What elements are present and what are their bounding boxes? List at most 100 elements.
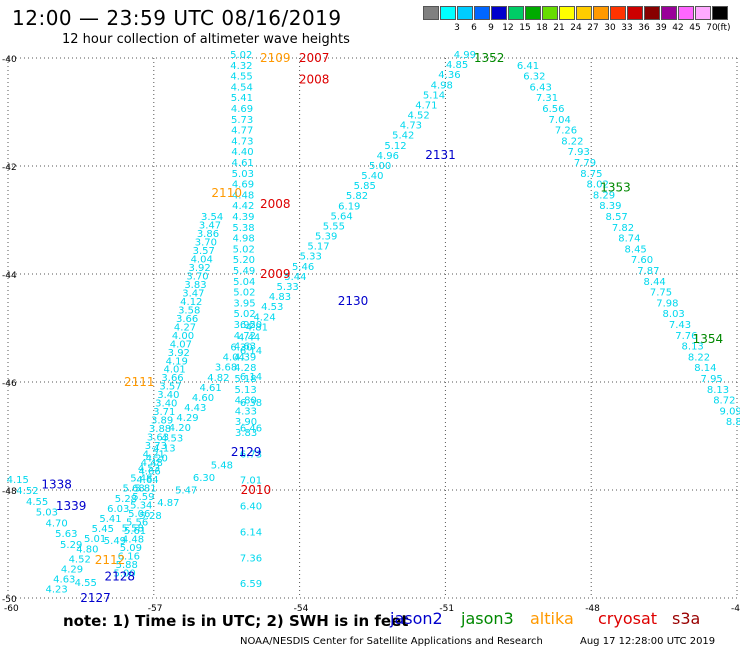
pass-label: 2008 xyxy=(299,73,330,87)
swh-value: 4.73 xyxy=(231,136,253,147)
swh-value: 7.75 xyxy=(650,288,672,299)
swh-value: 4.42 xyxy=(232,201,254,212)
lat-tick-label: -46 xyxy=(2,379,17,389)
scale-label: 12 xyxy=(502,23,514,33)
swh-value: 4.53 xyxy=(261,302,283,313)
swh-value: 5.64 xyxy=(330,211,352,222)
swh-value: 3.66 xyxy=(161,373,183,384)
swh-value: 4.24 xyxy=(253,312,275,323)
swh-value: 5.47 xyxy=(175,486,197,497)
swh-value: 7.93 xyxy=(568,147,590,158)
swh-value: 4.29 xyxy=(61,564,83,575)
pass-label: 2110 xyxy=(211,186,242,200)
page-subtitle: 12 hour collection of altimeter wave hei… xyxy=(62,32,350,47)
swh-value: 6.14 xyxy=(240,346,262,357)
swh-value: 4.04 xyxy=(223,353,245,364)
swh-value: 7.98 xyxy=(656,298,678,309)
swh-value: 4.52 xyxy=(69,554,91,565)
swh-value: 8.13 xyxy=(682,342,704,353)
swh-value: 8.45 xyxy=(625,244,647,255)
swh-value: 6.43 xyxy=(530,82,552,93)
swh-value: 4.54 xyxy=(231,82,253,93)
swh-value: 5.29 xyxy=(60,540,82,551)
scale-swatch xyxy=(661,6,677,20)
swh-value: 5.49 xyxy=(233,266,255,277)
scale-swatch xyxy=(457,6,473,20)
scale-swatch xyxy=(440,6,456,20)
swh-value: 5.28 xyxy=(139,511,161,522)
scale-label: 24 xyxy=(570,23,582,33)
swh-value: 4.44 xyxy=(238,332,260,343)
swh-value: 4.07 xyxy=(170,339,192,350)
swh-value: 4.48 xyxy=(232,190,254,201)
swh-value: 5.12 xyxy=(384,141,406,152)
scale-label: 39 xyxy=(655,23,667,33)
swh-value: 5.02 xyxy=(230,50,252,61)
legend-jason2: jason2 xyxy=(390,609,443,628)
swh-value: 4.85 xyxy=(446,60,468,71)
pass-label: 2130 xyxy=(338,294,369,308)
swh-value: 4.70 xyxy=(45,518,67,529)
scale-swatch xyxy=(576,6,592,20)
swh-value: 5.13 xyxy=(234,385,256,396)
scale-label: 27 xyxy=(587,23,599,33)
swh-value: 5.02 xyxy=(233,309,255,320)
swh-value: 3.86 xyxy=(197,229,219,240)
swh-value: 4.69 xyxy=(232,180,254,191)
swh-value: 4.43 xyxy=(184,403,206,414)
pass-label: 2127 xyxy=(80,591,111,605)
lat-tick-label: -40 xyxy=(2,55,17,65)
swh-value: 4.23 xyxy=(45,585,67,596)
swh-value: 3.92 xyxy=(168,348,190,359)
pass-label: 2009 xyxy=(260,267,291,281)
swh-value: 8.02 xyxy=(587,180,609,191)
pass-label: 1354 xyxy=(693,332,724,346)
swh-value: 4.73 xyxy=(400,121,422,132)
swh-value: 5.44 xyxy=(284,272,306,283)
lon-tick-label: -48 xyxy=(585,604,600,614)
swh-value: 5.03 xyxy=(232,169,254,180)
swh-value: 8.14 xyxy=(694,363,716,374)
swh-value: 4.27 xyxy=(174,322,196,333)
swh-value: 3.88 xyxy=(149,424,171,435)
swh-value: 5.18 xyxy=(234,374,256,385)
swh-value: 3.40 xyxy=(157,390,179,401)
scale-unit: (ft) xyxy=(717,23,731,33)
swh-value: 6.73 xyxy=(240,450,262,461)
swh-value: 4.20 xyxy=(169,423,191,434)
swh-value: 3.40 xyxy=(155,399,177,410)
scale-label: 18 xyxy=(536,23,548,33)
pass-label: 2128 xyxy=(105,569,136,583)
swh-value: 5.56 xyxy=(126,517,148,528)
swh-value: 7.60 xyxy=(631,255,653,266)
swh-value: 4.01 xyxy=(163,365,185,376)
swh-value: 4.69 xyxy=(231,104,253,115)
pass-label: 1338 xyxy=(41,478,72,492)
swh-value: 8.29 xyxy=(593,190,615,201)
pass-label: 1353 xyxy=(600,181,631,195)
swh-value: 4.00 xyxy=(172,331,194,342)
swh-value: 5.46 xyxy=(292,262,314,273)
scale-swatch xyxy=(508,6,524,20)
swh-value: 5.42 xyxy=(392,131,414,142)
swh-value: 8.13 xyxy=(707,385,729,396)
swh-value: 4.80 xyxy=(235,396,257,407)
swh-value: 5.28 xyxy=(115,494,137,505)
scale-swatch xyxy=(491,6,507,20)
swh-value: 5.82 xyxy=(346,191,368,202)
swh-value: 4.40 xyxy=(231,147,253,158)
swh-value: 5.06 xyxy=(128,509,150,520)
lon-tick-label: -57 xyxy=(148,604,163,614)
swh-value: 8.39 xyxy=(599,201,621,212)
swh-value: 5.49 xyxy=(104,536,126,547)
swh-value: 5.04 xyxy=(233,277,255,288)
pass-label: 2129 xyxy=(231,445,262,459)
legend-jason3: jason3 xyxy=(461,609,514,628)
swh-value: 3.95 xyxy=(233,298,255,309)
swh-value: 5.73 xyxy=(231,115,253,126)
swh-value: 5.33 xyxy=(300,252,322,263)
scale-label: 45 xyxy=(689,23,701,33)
swh-value: 3.68 xyxy=(215,363,237,374)
swh-value: 3.92 xyxy=(188,263,210,274)
